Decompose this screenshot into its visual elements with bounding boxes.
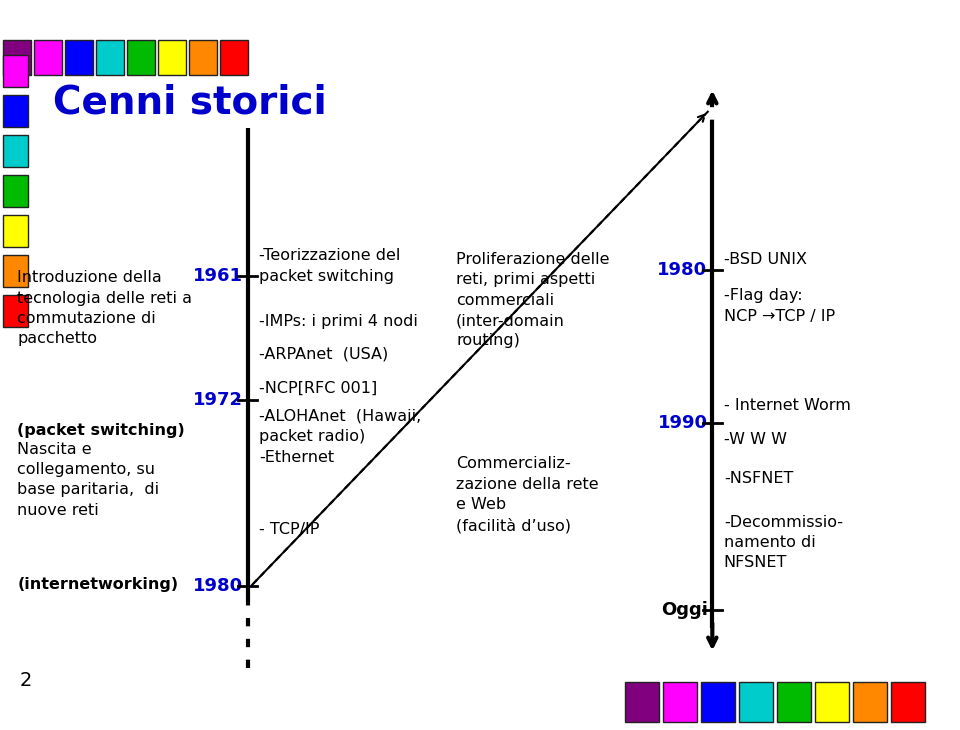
- Bar: [3, 175, 28, 207]
- Text: -Decommissio-
namento di
NFSNET: -Decommissio- namento di NFSNET: [724, 515, 843, 570]
- Text: Oggi: Oggi: [660, 601, 708, 618]
- Text: -Flag day:
NCP →TCP / IP: -Flag day: NCP →TCP / IP: [724, 288, 835, 323]
- Bar: [34, 40, 62, 75]
- Text: 1980: 1980: [658, 261, 708, 279]
- Bar: [3, 40, 31, 75]
- Text: 1972: 1972: [193, 391, 243, 409]
- Text: -NCP[RFC 001]: -NCP[RFC 001]: [259, 381, 377, 396]
- Text: Introduzione della
tecnologia delle reti a
commutazione di
pacchetto: Introduzione della tecnologia delle reti…: [17, 270, 192, 346]
- Text: -ARPAnet  (USA): -ARPAnet (USA): [259, 347, 389, 362]
- Text: 1961: 1961: [193, 267, 243, 285]
- Bar: [96, 40, 124, 75]
- Bar: [739, 682, 773, 722]
- Bar: [3, 255, 28, 287]
- Bar: [815, 682, 849, 722]
- Text: 1980: 1980: [193, 577, 243, 595]
- Bar: [777, 682, 811, 722]
- Text: -Teorizzazione del
packet switching: -Teorizzazione del packet switching: [259, 248, 400, 283]
- Bar: [3, 135, 28, 167]
- Bar: [701, 682, 735, 722]
- Bar: [65, 40, 93, 75]
- Bar: [853, 682, 887, 722]
- Text: -ALOHAnet  (Hawaii,
packet radio)
-Ethernet: -ALOHAnet (Hawaii, packet radio) -Ethern…: [259, 409, 421, 464]
- Text: (internetworking): (internetworking): [17, 577, 179, 592]
- Bar: [3, 215, 28, 247]
- Text: -BSD UNIX: -BSD UNIX: [724, 252, 806, 267]
- Text: - Internet Worm: - Internet Worm: [724, 398, 851, 413]
- Bar: [189, 40, 217, 75]
- Text: 2: 2: [19, 671, 32, 690]
- Text: -IMPs: i primi 4 nodi: -IMPs: i primi 4 nodi: [259, 314, 418, 329]
- Bar: [3, 55, 28, 87]
- Bar: [891, 682, 925, 722]
- Bar: [625, 682, 659, 722]
- Bar: [158, 40, 186, 75]
- Text: -NSFNET: -NSFNET: [724, 471, 793, 486]
- Text: Commercializ-
zazione della rete
e Web
(facilità d’uso): Commercializ- zazione della rete e Web (…: [456, 456, 599, 533]
- Text: Cenni storici: Cenni storici: [53, 84, 326, 122]
- Text: (packet switching): (packet switching): [17, 423, 185, 439]
- Bar: [3, 95, 28, 127]
- Bar: [127, 40, 155, 75]
- Text: 1990: 1990: [658, 415, 708, 432]
- Bar: [3, 295, 28, 327]
- Text: - TCP/IP: - TCP/IP: [259, 522, 320, 537]
- Bar: [663, 682, 697, 722]
- Text: Nascita e
collegamento, su
base paritaria,  di
nuove reti: Nascita e collegamento, su base paritari…: [17, 442, 159, 518]
- Text: -W W W: -W W W: [724, 432, 787, 447]
- Bar: [220, 40, 248, 75]
- Text: Proliferazione delle
reti, primi aspetti
commerciali
(inter-domain
routing): Proliferazione delle reti, primi aspetti…: [456, 252, 610, 348]
